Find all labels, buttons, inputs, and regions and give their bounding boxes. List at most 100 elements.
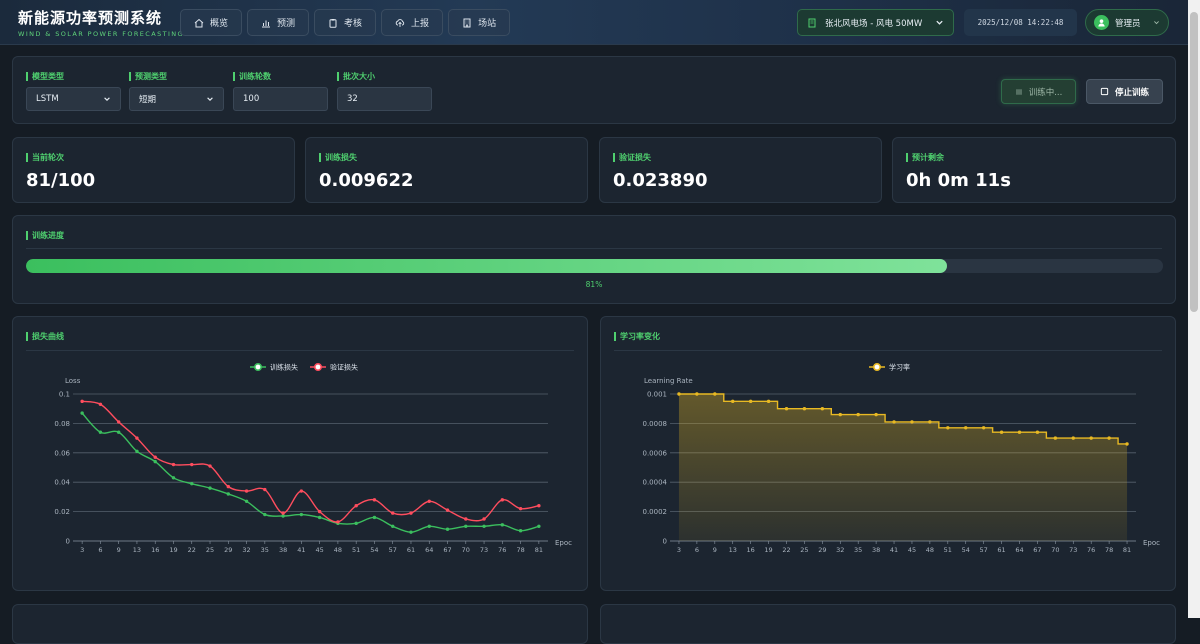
data-point bbox=[244, 499, 249, 504]
x-tick-label: 13 bbox=[729, 546, 737, 554]
series-line bbox=[678, 393, 1128, 445]
data-point bbox=[354, 504, 358, 508]
nav-overview-button[interactable]: 概览 bbox=[180, 9, 243, 36]
bottom-panel-left bbox=[12, 604, 588, 644]
y-tick-label: 0.04 bbox=[54, 479, 70, 487]
legend-marker bbox=[254, 363, 263, 372]
x-tick-label: 9 bbox=[117, 546, 121, 554]
data-point bbox=[731, 399, 735, 404]
app-title: 新能源功率预测系统 bbox=[18, 9, 163, 27]
data-point bbox=[409, 530, 413, 534]
data-point bbox=[427, 524, 431, 528]
x-tick-label: 48 bbox=[334, 546, 342, 554]
x-tick-label: 57 bbox=[980, 546, 988, 554]
user-icon bbox=[1098, 19, 1105, 27]
model-type-select[interactable]: LSTM bbox=[26, 87, 121, 111]
page-scrollbar[interactable] bbox=[1188, 0, 1200, 618]
data-point bbox=[317, 515, 322, 520]
training-button[interactable]: 训练中... bbox=[1001, 79, 1076, 104]
user-menu[interactable]: 管理员 bbox=[1085, 9, 1169, 36]
stop-training-button[interactable]: 停止训练 bbox=[1086, 79, 1163, 104]
epochs-input[interactable]: 100 bbox=[233, 87, 328, 111]
chevron-down-icon bbox=[207, 97, 213, 101]
x-tick-label: 35 bbox=[261, 546, 269, 554]
batch-size-input[interactable]: 32 bbox=[337, 87, 432, 111]
clipboard-icon bbox=[329, 18, 337, 28]
data-point bbox=[464, 524, 468, 528]
chevron-down-icon bbox=[936, 20, 943, 25]
y-tick-label: 0.08 bbox=[54, 420, 70, 428]
nav-report-button[interactable]: 上报 bbox=[381, 9, 444, 36]
x-tick-label: 67 bbox=[443, 546, 451, 554]
nav-assessment-button[interactable]: 考核 bbox=[314, 9, 377, 36]
data-point bbox=[500, 523, 505, 527]
data-point bbox=[80, 411, 84, 415]
stat-label: 当前轮次 bbox=[26, 153, 64, 162]
x-tick-label: 45 bbox=[908, 546, 916, 554]
y-tick-label: 0.001 bbox=[647, 391, 667, 399]
data-point bbox=[190, 462, 194, 467]
data-point bbox=[464, 517, 468, 521]
stat-label: 验证损失 bbox=[613, 153, 651, 162]
x-tick-label: 32 bbox=[836, 546, 844, 554]
stop-training-label: 停止训练 bbox=[1114, 87, 1149, 98]
x-axis-label: Epoc bbox=[1143, 539, 1160, 547]
user-name: 管理员 bbox=[1115, 18, 1141, 29]
x-tick-label: 70 bbox=[462, 546, 470, 554]
data-point bbox=[677, 392, 681, 396]
data-point bbox=[391, 511, 395, 515]
pred-type-select[interactable]: 短期 bbox=[129, 87, 224, 111]
x-tick-label: 67 bbox=[1033, 546, 1041, 554]
station-selector[interactable]: 张北风电场 - 风电 50MW bbox=[797, 9, 954, 36]
x-tick-label: 61 bbox=[407, 546, 415, 554]
data-point bbox=[116, 430, 121, 434]
chevron-down-icon bbox=[1154, 21, 1159, 25]
data-point bbox=[80, 399, 84, 404]
nav-station-label: 场站 bbox=[478, 19, 497, 29]
x-tick-label: 57 bbox=[389, 546, 397, 554]
data-point bbox=[874, 412, 878, 417]
app-subtitle: WIND & SOLAR POWER FORECASTING bbox=[18, 30, 184, 38]
divider bbox=[26, 248, 1162, 249]
x-tick-label: 54 bbox=[370, 546, 378, 554]
data-point bbox=[946, 426, 950, 430]
scrollbar-thumb[interactable] bbox=[1190, 12, 1198, 312]
stop-icon bbox=[1100, 87, 1109, 96]
training-progress-panel: 训练进度 81% bbox=[12, 215, 1176, 304]
data-point bbox=[135, 449, 139, 454]
x-tick-label: 25 bbox=[800, 546, 808, 554]
nav-station-button[interactable]: 场站 bbox=[448, 9, 511, 36]
stat-label: 预计剩余 bbox=[906, 153, 944, 162]
data-point bbox=[445, 508, 450, 512]
series-area bbox=[678, 394, 1128, 541]
progress-bar bbox=[26, 259, 1163, 273]
x-tick-label: 64 bbox=[1015, 546, 1023, 554]
nav-overview-label: 概览 bbox=[210, 19, 229, 29]
x-tick-label: 73 bbox=[480, 546, 488, 554]
data-point bbox=[226, 492, 230, 496]
app-header: 新能源功率预测系统 WIND & SOLAR POWER FORECASTING… bbox=[0, 0, 1188, 45]
x-tick-label: 81 bbox=[1123, 546, 1131, 554]
x-tick-label: 22 bbox=[188, 546, 196, 554]
data-point bbox=[391, 524, 395, 528]
data-point bbox=[171, 476, 176, 480]
x-tick-label: 19 bbox=[764, 546, 772, 554]
data-point bbox=[190, 481, 194, 486]
data-point bbox=[1089, 436, 1093, 440]
x-tick-label: 76 bbox=[1087, 546, 1095, 554]
main-nav: 概览 预测 考核 上报 场站 bbox=[180, 9, 511, 36]
training-button-label: 训练中... bbox=[1028, 87, 1063, 98]
epochs-label: 训练轮数 bbox=[233, 72, 271, 81]
x-tick-label: 48 bbox=[926, 546, 934, 554]
current-datetime: 2025/12/08 14:22:48 bbox=[964, 9, 1077, 36]
data-point bbox=[1107, 436, 1111, 440]
building-icon bbox=[463, 18, 471, 27]
building-icon bbox=[808, 18, 816, 27]
x-tick-label: 38 bbox=[872, 546, 880, 554]
nav-forecast-button[interactable]: 预测 bbox=[247, 9, 310, 36]
data-point bbox=[518, 529, 523, 533]
stat-current-epoch: 当前轮次 81/100 bbox=[12, 137, 295, 203]
x-tick-label: 29 bbox=[224, 546, 232, 554]
data-point bbox=[317, 509, 322, 514]
data-point bbox=[500, 498, 505, 502]
